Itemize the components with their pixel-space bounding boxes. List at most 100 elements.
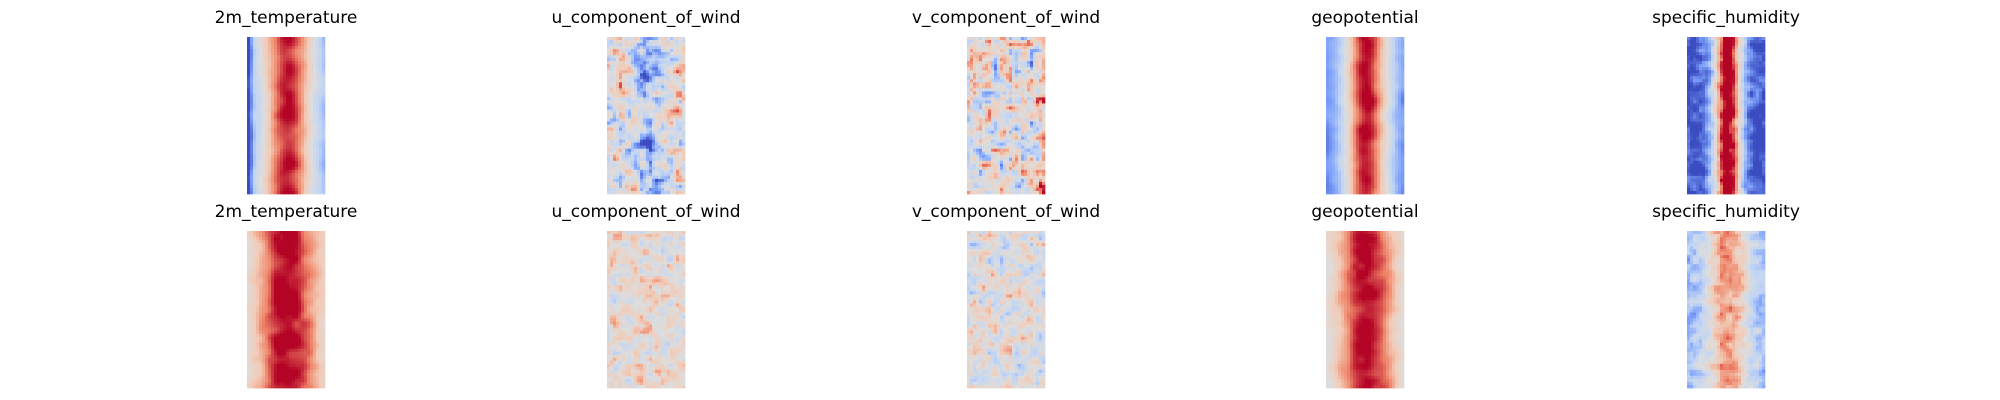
heatmap-cell — [982, 184, 986, 189]
heatmap-cell — [979, 181, 983, 186]
heatmap-cell — [676, 40, 680, 44]
heatmap-cell — [1015, 115, 1019, 119]
heatmap-cell — [259, 172, 263, 177]
heatmap-cell — [304, 73, 308, 77]
heatmap-cell — [1353, 67, 1357, 71]
heatmap-cell — [667, 175, 671, 180]
heatmap-cell — [676, 130, 680, 134]
heatmap-cell — [1000, 64, 1004, 68]
heatmap-cell — [1027, 175, 1031, 180]
heatmap-cell — [1024, 154, 1028, 159]
heatmap-cell — [1359, 109, 1363, 113]
heatmap-cell — [646, 58, 650, 62]
heatmap-cell — [1362, 43, 1366, 47]
heatmap-cell — [277, 139, 281, 144]
heatmap-cell — [667, 136, 671, 140]
heatmap-cell — [985, 181, 989, 186]
heatmap-cell — [1341, 61, 1345, 65]
heatmap-cell — [652, 97, 656, 101]
heatmap-cell — [1003, 172, 1007, 177]
heatmap-cell — [1027, 70, 1031, 74]
heatmap-cell — [1036, 151, 1040, 156]
heatmap-cell — [652, 88, 656, 92]
heatmap-cell — [283, 121, 287, 125]
heatmap-cell — [607, 112, 611, 116]
heatmap-cell — [673, 85, 677, 89]
heatmap-cell — [667, 49, 671, 53]
heatmap-cell — [634, 52, 638, 56]
heatmap-cell — [628, 88, 632, 92]
heatmap-cell — [295, 37, 299, 41]
heatmap-cell — [1380, 136, 1384, 140]
heatmap-cell — [682, 169, 686, 174]
heatmap-cell — [316, 181, 320, 186]
heatmap-cell — [628, 169, 632, 174]
heatmap-cell — [265, 172, 269, 177]
heatmap-cell — [997, 118, 1001, 122]
heatmap-cell — [1353, 109, 1357, 113]
heatmap-cell — [1012, 178, 1016, 183]
heatmap-cell — [1350, 40, 1354, 44]
heatmap-cell — [997, 40, 1001, 44]
heatmap-cell — [1003, 91, 1007, 95]
heatmap-cell — [1377, 94, 1381, 98]
heatmap-cell — [1368, 109, 1372, 113]
heatmap-cell — [679, 64, 683, 68]
heatmap-cell — [1009, 109, 1013, 113]
heatmap-cell — [274, 145, 278, 150]
heatmap-cell — [667, 142, 671, 147]
heatmap-cell — [616, 169, 620, 174]
heatmap-cell — [970, 67, 974, 71]
heatmap-cell — [1003, 136, 1007, 140]
heatmap-cell — [277, 100, 281, 104]
heatmap-cell — [1365, 55, 1369, 59]
heatmap-cell — [1326, 133, 1330, 137]
heatmap-cell — [640, 58, 644, 62]
heatmap-cell — [1392, 61, 1396, 65]
heatmap-cell — [283, 130, 287, 134]
heatmap-cell — [670, 82, 674, 86]
heatmap-cell — [298, 49, 302, 53]
heatmap-cell — [1380, 127, 1384, 131]
heatmap-cell — [991, 70, 995, 74]
heatmap-cell — [1024, 61, 1028, 65]
heatmap-cell — [658, 52, 662, 56]
heatmap-cell — [613, 160, 617, 165]
heatmap-cell — [298, 76, 302, 80]
heatmap-cell — [619, 112, 623, 116]
heatmap-cell — [1383, 124, 1387, 128]
heatmap-cell — [970, 172, 974, 177]
heatmap-cell — [982, 130, 986, 134]
heatmap-cell — [649, 124, 653, 128]
heatmap-cell — [301, 67, 305, 71]
heatmap-cell — [616, 121, 620, 125]
heatmap-cell — [661, 169, 665, 174]
heatmap-cell — [646, 187, 650, 192]
heatmap-cell — [1039, 145, 1043, 150]
heatmap-cell — [988, 130, 992, 134]
heatmap-cell — [1024, 43, 1028, 47]
heatmap-cell — [1009, 103, 1013, 107]
heatmap-cell — [970, 169, 974, 174]
heatmap-cell — [262, 124, 266, 128]
heatmap-cell — [991, 43, 995, 47]
heatmap-cell — [1036, 40, 1040, 44]
heatmap-cell — [628, 106, 632, 110]
heatmap-cell — [1401, 61, 1405, 65]
heatmap-cell — [649, 139, 653, 144]
heatmap-cell — [298, 100, 302, 104]
heatmap-cell — [1344, 73, 1348, 77]
heatmap-cell — [1033, 94, 1037, 98]
heatmap-cell — [1401, 94, 1405, 98]
heatmap-cell — [295, 133, 299, 137]
heatmap-cell — [313, 97, 317, 101]
heatmap-cell — [1027, 133, 1031, 137]
heatmap-cell — [619, 166, 623, 171]
heatmap-cell — [976, 112, 980, 116]
heatmap-cell — [286, 46, 290, 50]
heatmap-cell — [256, 139, 260, 144]
heatmap-cell — [250, 79, 254, 83]
heatmap-cell — [304, 175, 308, 180]
heatmap-cell — [967, 64, 971, 68]
heatmap-cell — [640, 94, 644, 98]
